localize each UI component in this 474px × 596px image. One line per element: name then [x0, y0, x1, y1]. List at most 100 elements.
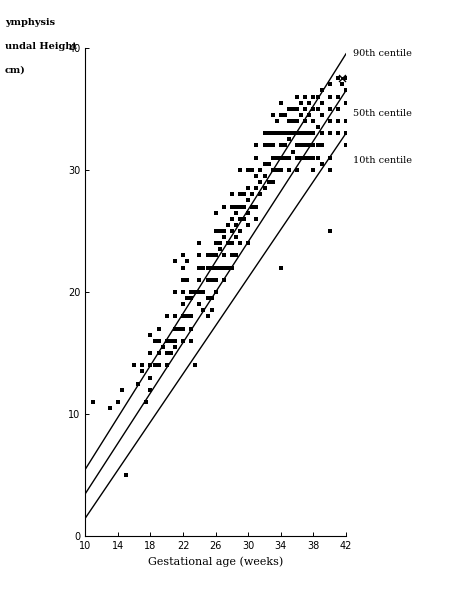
- Point: [314, 141, 321, 150]
- Point: [301, 129, 309, 138]
- Point: [310, 116, 317, 126]
- Point: [212, 238, 219, 248]
- Point: [228, 226, 236, 236]
- Point: [155, 361, 163, 370]
- Point: [285, 104, 293, 114]
- Point: [183, 312, 191, 321]
- Point: [196, 287, 203, 297]
- Point: [310, 129, 317, 138]
- Point: [220, 232, 228, 242]
- Point: [228, 263, 236, 272]
- Point: [269, 141, 276, 150]
- Point: [289, 147, 297, 156]
- Point: [257, 165, 264, 175]
- Point: [220, 263, 228, 272]
- Point: [326, 226, 334, 236]
- Point: [208, 275, 215, 285]
- Point: [301, 92, 309, 101]
- Point: [171, 342, 179, 352]
- Point: [183, 257, 191, 266]
- Point: [318, 129, 325, 138]
- Point: [212, 275, 219, 285]
- Point: [179, 324, 187, 334]
- Point: [314, 92, 321, 101]
- Point: [289, 104, 297, 114]
- Point: [289, 116, 297, 126]
- Point: [228, 251, 236, 260]
- Point: [277, 153, 284, 163]
- Point: [155, 324, 163, 334]
- Point: [232, 220, 240, 229]
- Point: [179, 312, 187, 321]
- Point: [146, 385, 154, 395]
- Point: [155, 348, 163, 358]
- Point: [285, 135, 293, 144]
- Point: [216, 226, 224, 236]
- Point: [277, 141, 284, 150]
- Point: [212, 251, 219, 260]
- Point: [196, 238, 203, 248]
- Point: [237, 226, 244, 236]
- Point: [281, 153, 289, 163]
- Point: [277, 110, 284, 120]
- Point: [261, 171, 268, 181]
- Point: [281, 141, 289, 150]
- Point: [326, 129, 334, 138]
- Point: [314, 122, 321, 132]
- Point: [297, 98, 305, 107]
- Point: [318, 141, 325, 150]
- Point: [245, 208, 252, 218]
- Point: [228, 238, 236, 248]
- Text: 10th centile: 10th centile: [353, 156, 412, 166]
- Point: [293, 141, 301, 150]
- Point: [265, 178, 273, 187]
- Point: [342, 116, 350, 126]
- Point: [253, 184, 260, 193]
- Point: [326, 153, 334, 163]
- Point: [273, 129, 281, 138]
- Point: [310, 141, 317, 150]
- Point: [151, 336, 158, 346]
- Point: [269, 129, 276, 138]
- Point: [248, 190, 256, 199]
- Point: [200, 306, 207, 315]
- Point: [277, 165, 284, 175]
- Point: [220, 226, 228, 236]
- Point: [212, 208, 219, 218]
- Point: [220, 251, 228, 260]
- Point: [216, 244, 224, 254]
- Point: [301, 141, 309, 150]
- Point: [334, 73, 342, 83]
- Text: 50th centile: 50th centile: [353, 108, 412, 118]
- Point: [326, 116, 334, 126]
- Point: [208, 263, 215, 272]
- Point: [183, 275, 191, 285]
- Point: [155, 336, 163, 346]
- Point: [146, 348, 154, 358]
- Point: [171, 324, 179, 334]
- Point: [224, 238, 232, 248]
- Point: [163, 312, 171, 321]
- Point: [245, 238, 252, 248]
- Point: [306, 153, 313, 163]
- Point: [257, 190, 264, 199]
- Point: [216, 263, 224, 272]
- Point: [273, 165, 281, 175]
- Point: [196, 263, 203, 272]
- Point: [326, 80, 334, 89]
- Point: [232, 251, 240, 260]
- Point: [163, 348, 171, 358]
- Point: [253, 141, 260, 150]
- Point: [237, 238, 244, 248]
- Point: [248, 201, 256, 212]
- Point: [269, 110, 276, 120]
- Point: [248, 165, 256, 175]
- Point: [334, 104, 342, 114]
- Point: [297, 129, 305, 138]
- Point: [138, 367, 146, 376]
- Point: [338, 73, 346, 83]
- Point: [187, 336, 195, 346]
- Point: [273, 153, 281, 163]
- Point: [245, 195, 252, 205]
- Point: [163, 336, 171, 346]
